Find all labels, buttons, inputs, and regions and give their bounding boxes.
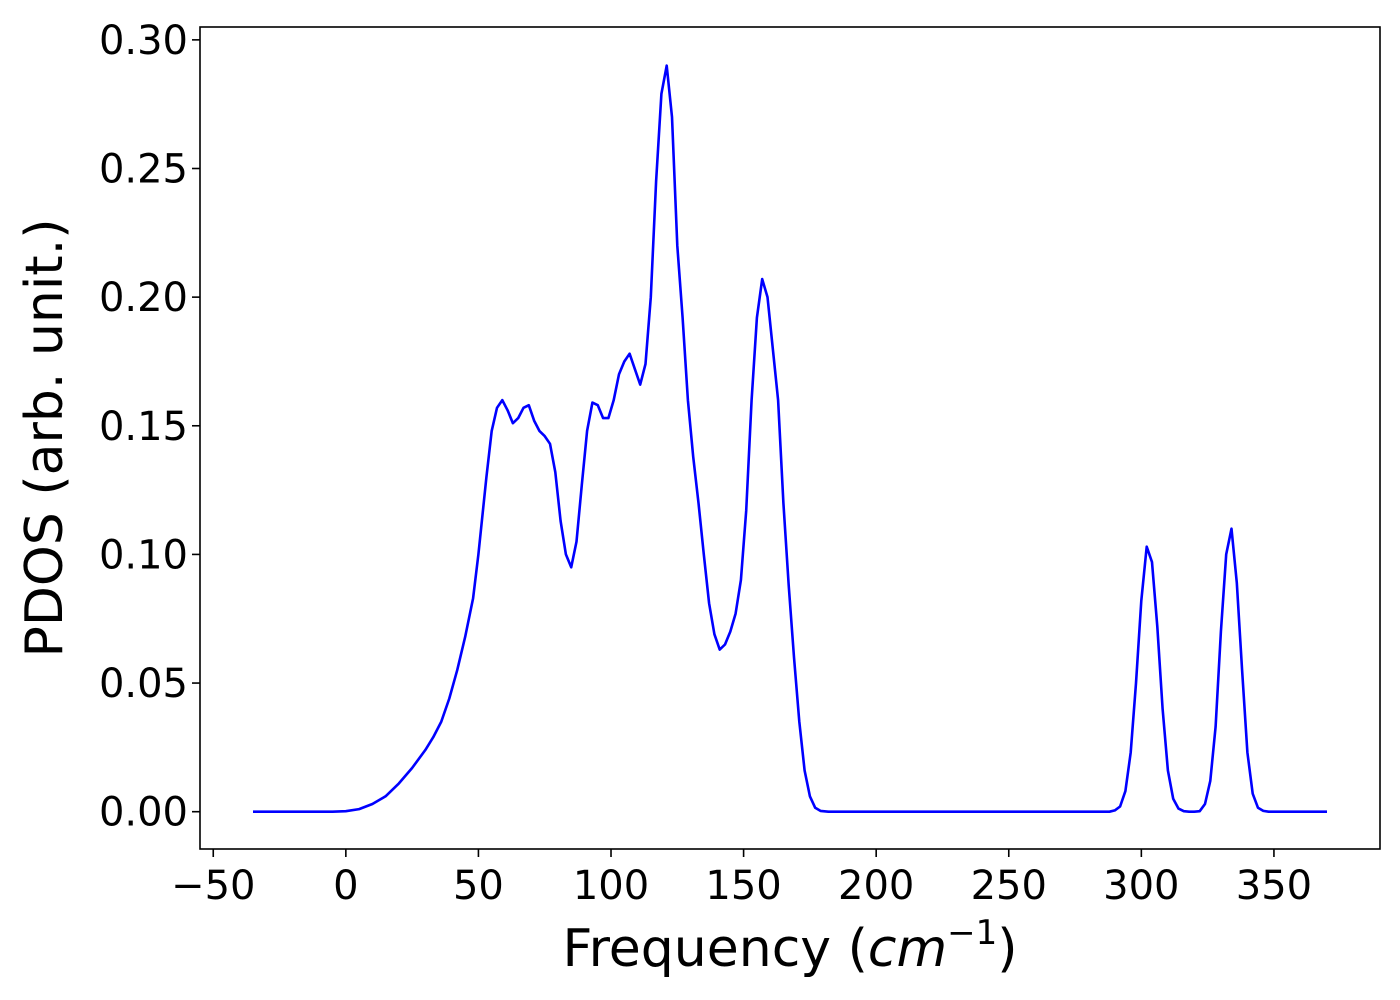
y-tick-label: 0.10: [99, 532, 188, 578]
y-axis-label: PDOS (arb. unit.): [15, 218, 75, 657]
x-tick-label: 100: [573, 863, 649, 909]
y-tick-label: 0.00: [99, 790, 188, 836]
x-tick-label: −50: [171, 863, 255, 909]
y-axis: 0.00 0.05 0.10 0.15 0.20 0.25 0.30: [99, 18, 200, 836]
x-tick-label: 250: [971, 863, 1047, 909]
series-layer: [253, 64, 1327, 814]
y-tick-label: 0.05: [99, 661, 188, 707]
x-tick-label: 300: [1103, 863, 1179, 909]
y-tick-label: 0.25: [99, 147, 188, 193]
x-axis: −50 0 50 100 150 200 250 300 350: [171, 849, 1312, 909]
plot-area: [199, 26, 1381, 850]
x-axis-label: Frequency (cm−1): [562, 913, 1017, 979]
x-tick-label: 50: [453, 863, 504, 909]
x-tick-label: 200: [838, 863, 914, 909]
y-tick-label: 0.30: [99, 18, 188, 64]
y-tick-label: 0.15: [99, 404, 188, 450]
x-tick-label: 0: [333, 863, 358, 909]
pdos-series-line: [253, 64, 1327, 814]
x-tick-label: 350: [1236, 863, 1312, 909]
y-tick-label: 0.20: [99, 275, 188, 321]
x-tick-label: 150: [705, 863, 781, 909]
